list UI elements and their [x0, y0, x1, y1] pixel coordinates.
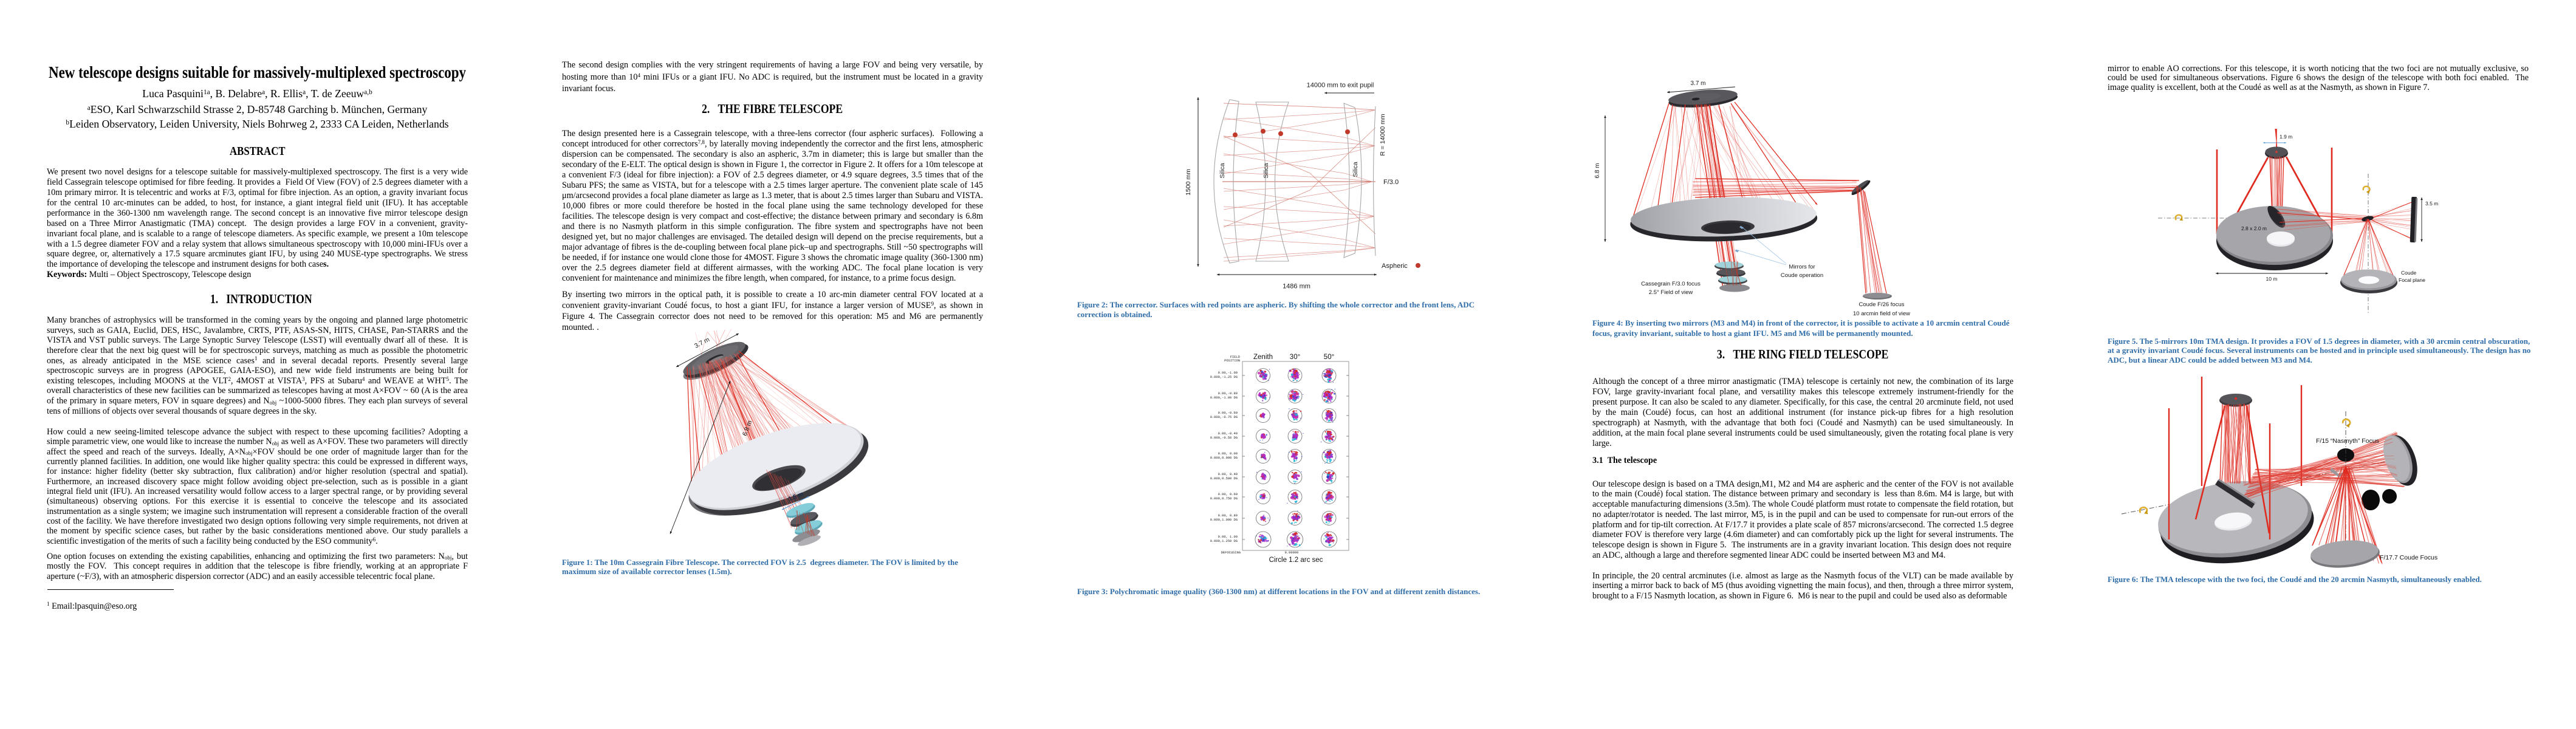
svg-text:Silica: Silica — [1352, 162, 1359, 177]
svg-text:14000 mm to exit pupil: 14000 mm to exit pupil — [1307, 82, 1374, 89]
svg-text:Silica: Silica — [1219, 163, 1226, 178]
svg-text:0.000,-1.25 DG: 0.000,-1.25 DG — [1210, 375, 1238, 379]
svg-text:Coude F/26 focus: Coude F/26 focus — [1859, 301, 1905, 308]
svg-text:0.00, 1.00: 0.00, 1.00 — [1218, 535, 1238, 539]
svg-text:Aspheric: Aspheric — [1382, 262, 1408, 270]
svg-text:POSITION: POSITION — [1224, 359, 1240, 363]
svg-text:Coude operation: Coude operation — [1781, 272, 1823, 279]
svg-text:1.9 m: 1.9 m — [2280, 134, 2292, 140]
svg-text:0.00, 0.60: 0.00, 0.60 — [1218, 493, 1238, 496]
svg-text:3.7 m: 3.7 m — [693, 336, 711, 350]
svg-text:Mirrors for: Mirrors for — [1789, 264, 1815, 270]
svg-text:0.000,-1.00 DG: 0.000,-1.00 DG — [1210, 396, 1238, 400]
svg-text:0.00,-0.40: 0.00,-0.40 — [1218, 432, 1238, 436]
svg-text:1500 mm: 1500 mm — [1185, 169, 1192, 196]
svg-text:0.000,1.250 DG: 0.000,1.250 DG — [1210, 539, 1238, 543]
svg-text:Circle 1.2 arc sec: Circle 1.2 arc sec — [1269, 556, 1323, 564]
svg-text:0.000,0.750 DG: 0.000,0.750 DG — [1210, 497, 1238, 501]
svg-text:0.000,-0.75 DG: 0.000,-0.75 DG — [1210, 416, 1238, 419]
svg-text:0.00,-0.80: 0.00,-0.80 — [1218, 392, 1238, 395]
svg-text:Silica: Silica — [1262, 163, 1270, 178]
svg-text:0.000,-0.50 DG: 0.000,-0.50 DG — [1210, 436, 1238, 440]
svg-text:Cassegrain F/3.0 focus: Cassegrain F/3.0 focus — [1641, 281, 1701, 287]
svg-text:30°: 30° — [1290, 354, 1300, 361]
svg-text:2.5° Field of view: 2.5° Field of view — [1649, 289, 1693, 296]
svg-text:0.00000: 0.00000 — [1285, 551, 1299, 555]
svg-text:0.00,-1.00: 0.00,-1.00 — [1218, 371, 1238, 375]
svg-text:10 m: 10 m — [2266, 276, 2278, 282]
svg-text:Coude: Coude — [2401, 270, 2416, 276]
svg-text:10 arcmin field of view: 10 arcmin field of view — [1853, 310, 1910, 317]
svg-text:R = 14000 mm: R = 14000 mm — [1379, 114, 1386, 156]
svg-text:0.000,0.000 DG: 0.000,0.000 DG — [1210, 456, 1238, 460]
svg-text:F/3.0: F/3.0 — [1383, 179, 1399, 186]
svg-text:0.000,0.500 DG: 0.000,0.500 DG — [1210, 477, 1238, 481]
svg-text:0.00,-0.60: 0.00,-0.60 — [1218, 411, 1238, 415]
svg-text:50°: 50° — [1324, 354, 1334, 361]
svg-text:DEFOCUSING: DEFOCUSING — [1221, 551, 1241, 555]
svg-text:3.7 m: 3.7 m — [1690, 80, 1705, 87]
svg-text:0.00, 0.80: 0.00, 0.80 — [1218, 514, 1238, 518]
svg-text:1486 mm: 1486 mm — [1283, 283, 1310, 290]
svg-text:0.000,1.000 DG: 0.000,1.000 DG — [1210, 518, 1238, 522]
svg-text:Focal plane: Focal plane — [2399, 277, 2425, 283]
svg-text:Zenith: Zenith — [1253, 354, 1273, 361]
svg-text:6.8 m: 6.8 m — [1594, 163, 1601, 178]
svg-text:F/15 “Nasmyth” Focus: F/15 “Nasmyth” Focus — [2316, 437, 2379, 445]
svg-text:F/17.7 Coude Focus: F/17.7 Coude Focus — [2380, 554, 2437, 561]
svg-text:3.5 m: 3.5 m — [2425, 200, 2438, 207]
svg-text:2.8 x 2.0 m: 2.8 x 2.0 m — [2241, 225, 2267, 231]
svg-text:0.00, 0.00: 0.00, 0.00 — [1218, 452, 1238, 456]
svg-text:FIELD: FIELD — [1230, 355, 1240, 359]
svg-text:0.00, 0.40: 0.00, 0.40 — [1218, 473, 1238, 476]
